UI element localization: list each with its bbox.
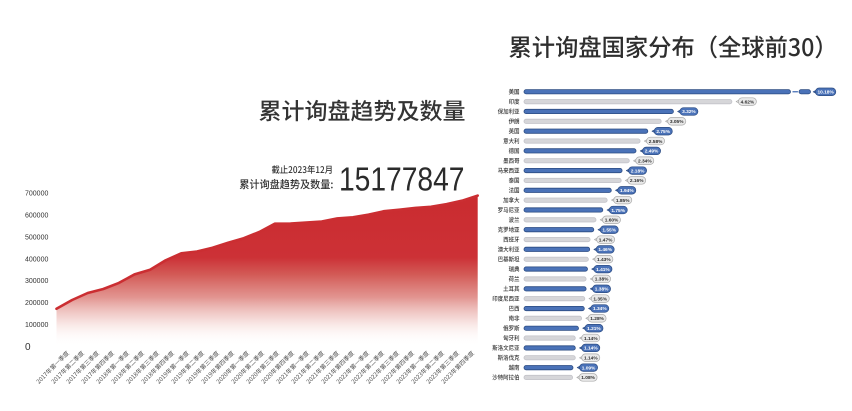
svg-text:2.34%: 2.34% [638,159,652,165]
svg-text:1.38%: 1.38% [595,277,609,283]
svg-text:1.75%: 1.75% [611,208,625,214]
svg-text:3.32%: 3.32% [682,109,696,115]
svg-text:1.34%: 1.34% [593,306,607,312]
svg-text:2.58%: 2.58% [649,139,663,145]
svg-text:1.60%: 1.60% [605,218,619,224]
svg-text:1.47%: 1.47% [599,237,613,243]
svg-text:1.09%: 1.09% [582,365,596,371]
svg-text:1.28%: 1.28% [590,316,604,322]
svg-text:500000: 500000 [25,234,48,241]
svg-text:1.38%: 1.38% [595,287,609,293]
svg-text:1.94%: 1.94% [620,188,634,194]
svg-text:3.05%: 3.05% [670,119,684,125]
svg-text:10.18%: 10.18% [817,90,834,96]
svg-text:300000: 300000 [25,278,48,285]
svg-text:2.49%: 2.49% [645,149,659,155]
svg-text:1.14%: 1.14% [584,356,598,362]
svg-text:100000: 100000 [25,322,48,329]
svg-text:1.85%: 1.85% [616,198,630,204]
svg-text:15177847: 15177847 [339,160,465,197]
svg-text:2.75%: 2.75% [656,129,670,135]
svg-text:1.14%: 1.14% [584,346,598,352]
svg-text:1.41%: 1.41% [596,267,610,273]
svg-text:0: 0 [25,342,31,353]
svg-text:1.55%: 1.55% [602,227,616,233]
svg-text:600000: 600000 [25,212,48,219]
svg-text:1.43%: 1.43% [597,257,611,263]
svg-text:700000: 700000 [25,191,48,198]
svg-text:1.21%: 1.21% [587,326,601,332]
svg-text:2.16%: 2.16% [630,178,644,184]
svg-text:1.08%: 1.08% [581,375,595,381]
svg-text:4.62%: 4.62% [741,99,755,105]
svg-text:1.35%: 1.35% [593,296,607,302]
svg-text:2.18%: 2.18% [631,168,645,174]
svg-text:200000: 200000 [25,300,48,307]
svg-text:400000: 400000 [25,256,48,263]
svg-text:1.46%: 1.46% [598,247,612,253]
svg-text:1.14%: 1.14% [584,336,598,342]
